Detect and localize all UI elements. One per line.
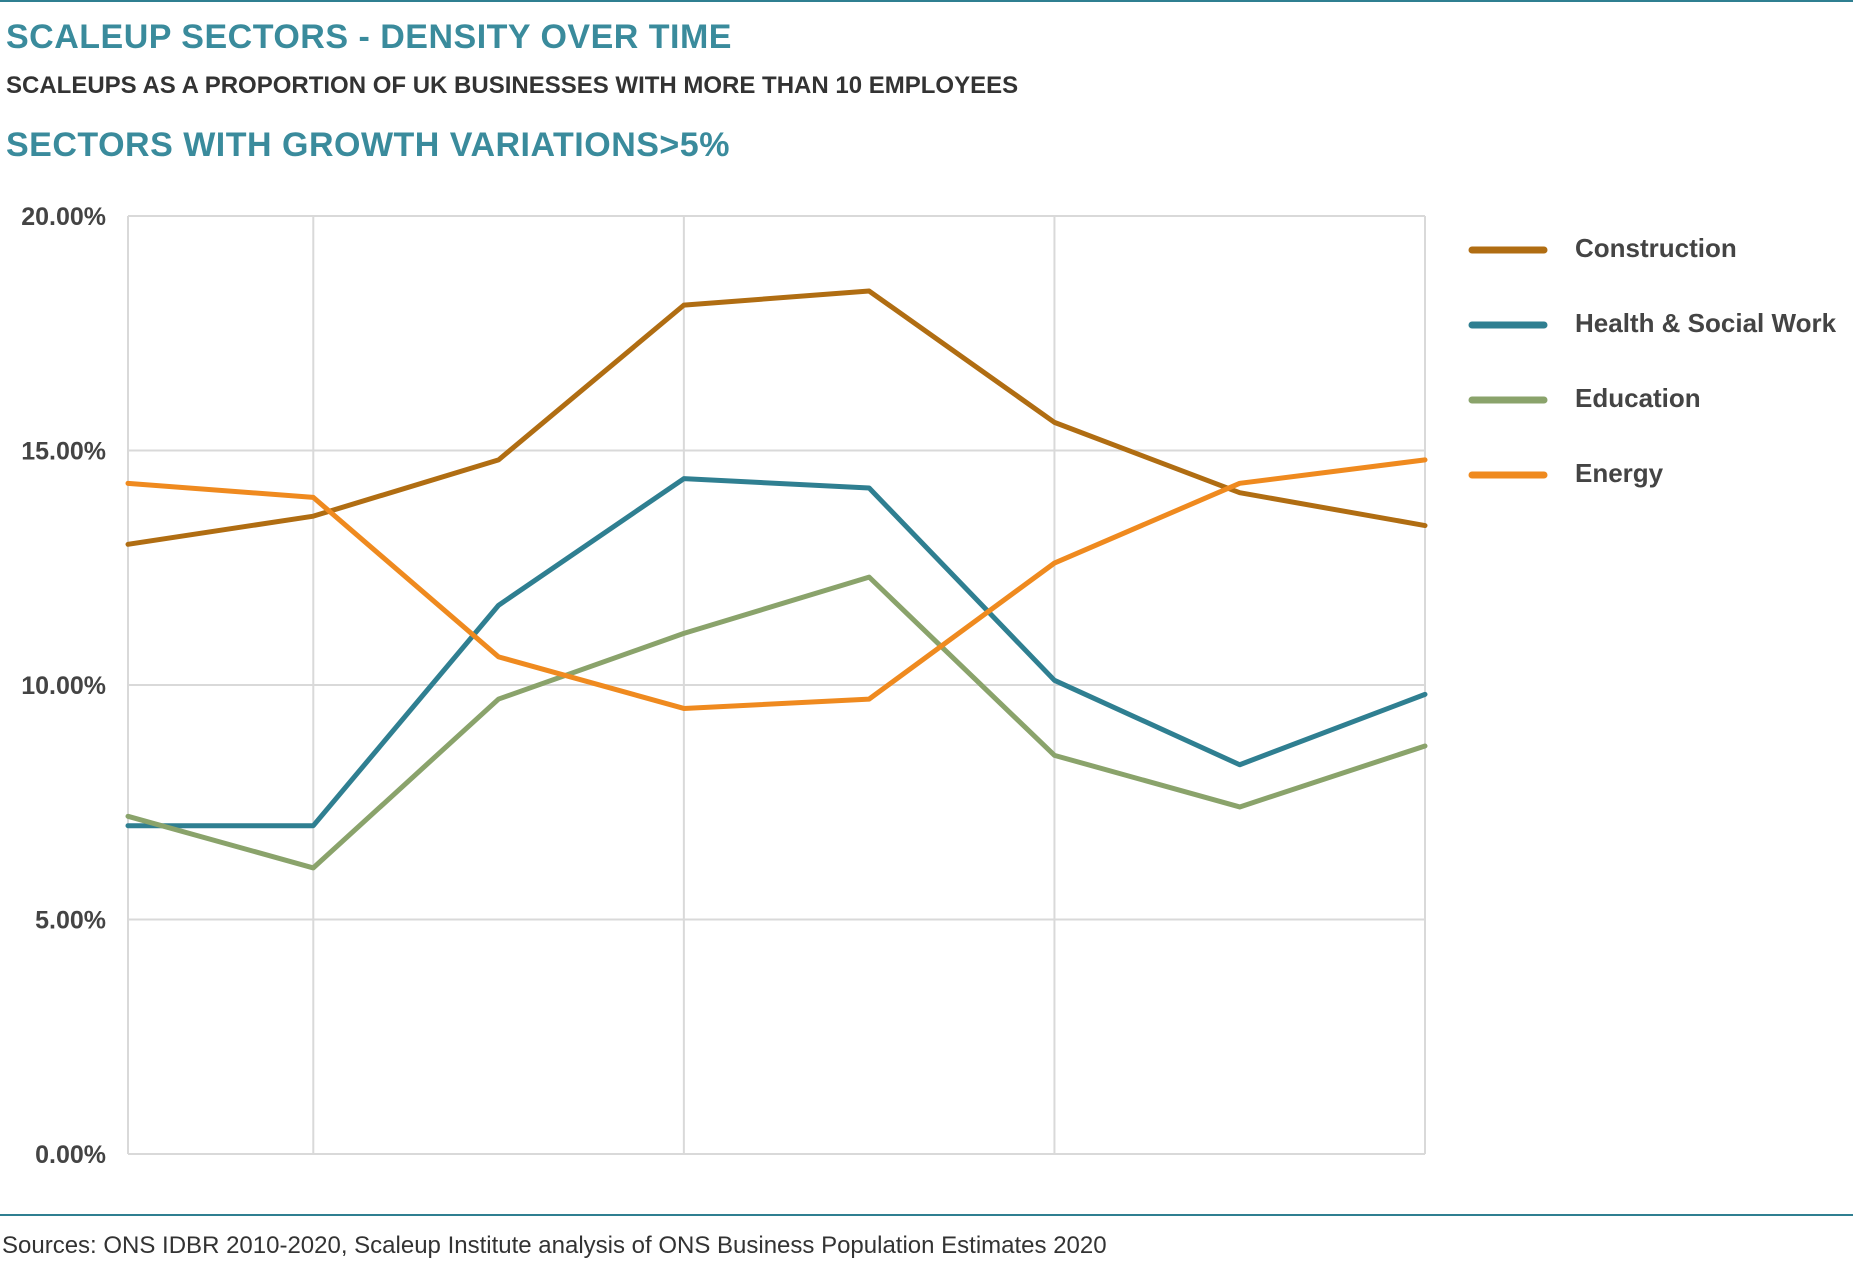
series-line-construction xyxy=(125,288,1428,547)
y-tick-label: 5.00% xyxy=(35,907,106,935)
legend-label: Education xyxy=(1575,383,1701,413)
y-tick-label: 10.00% xyxy=(21,672,106,700)
series-line-education xyxy=(125,574,1428,871)
top-divider xyxy=(0,0,1853,2)
y-tick-label: 15.00% xyxy=(21,438,106,466)
legend-label: Construction xyxy=(1575,233,1737,263)
legend-label: Energy xyxy=(1575,458,1664,488)
y-tick-label: 0.00% xyxy=(35,1141,106,1169)
legend-label: Health & Social Work xyxy=(1575,308,1837,338)
y-tick-label: 20.00% xyxy=(21,203,106,231)
section-title: SECTORS WITH GROWTH VARIATIONS>5% xyxy=(6,126,730,164)
series-line-health-social-work xyxy=(125,476,1428,829)
chart-subtitle: SCALEUPS AS A PROPORTION OF UK BUSINESSE… xyxy=(6,72,1019,99)
bottom-divider xyxy=(0,1214,1853,1216)
series-line-energy xyxy=(125,457,1428,711)
chart-title: SCALEUP SECTORS - DENSITY OVER TIME xyxy=(6,18,732,56)
source-note: Sources: ONS IDBR 2010-2020, Scaleup Ins… xyxy=(2,1232,1107,1259)
